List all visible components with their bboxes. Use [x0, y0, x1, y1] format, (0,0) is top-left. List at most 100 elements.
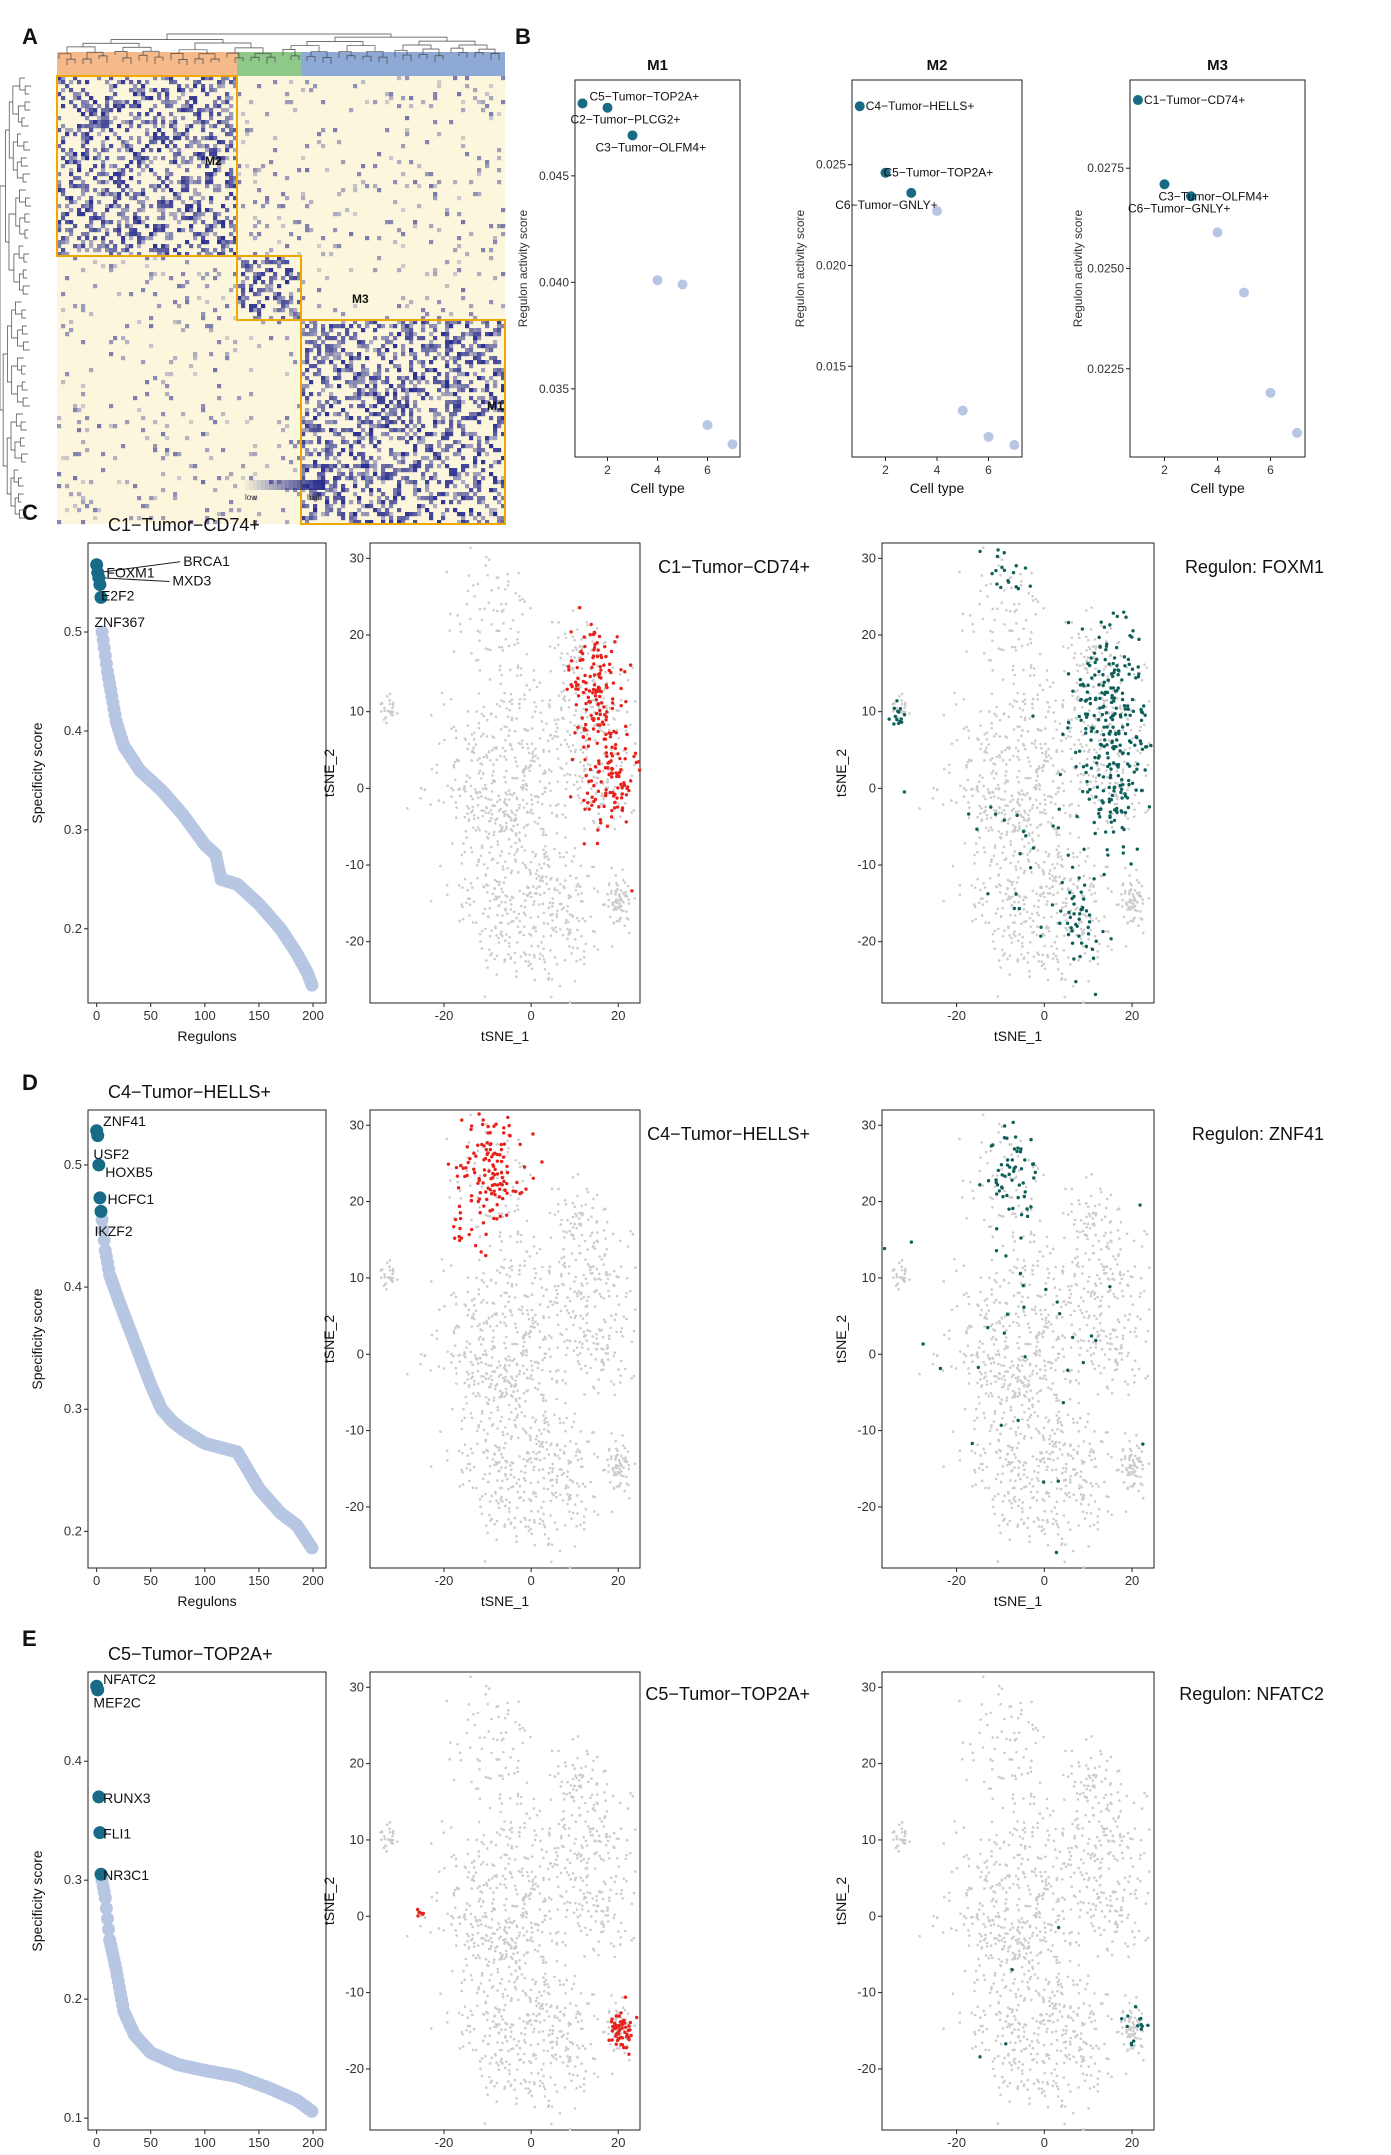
heatmap-cell	[209, 324, 214, 329]
background-cell	[435, 771, 439, 774]
heatmap-cell	[197, 296, 202, 301]
heatmap-cell	[89, 228, 94, 233]
heatmap-cell	[465, 384, 470, 389]
background-cell	[555, 832, 559, 835]
heatmap-cell	[421, 476, 426, 481]
heatmap-cell	[389, 400, 394, 405]
background-cell	[627, 898, 631, 901]
heatmap-cell	[493, 400, 498, 405]
heatmap-cell	[305, 376, 310, 381]
heatmap-cell	[421, 364, 426, 369]
heatmap-cell	[125, 480, 130, 485]
heatmap-cell	[445, 388, 450, 393]
heatmap-cell	[81, 212, 86, 217]
background-cell	[571, 915, 575, 918]
heatmap-cell	[365, 504, 370, 509]
heatmap-cell	[185, 204, 190, 209]
heatmap-cell	[417, 440, 422, 445]
cluster-cell	[591, 632, 596, 637]
heatmap-cell	[353, 336, 358, 341]
heatmap-cell	[141, 160, 146, 165]
background-cell	[595, 781, 598, 785]
heatmap-cell	[461, 108, 466, 113]
cluster-cell	[624, 699, 628, 704]
heatmap-cell	[181, 216, 186, 221]
background-cell	[615, 764, 619, 768]
background-cell	[453, 760, 457, 764]
heatmap-cell	[317, 368, 322, 373]
heatmap-cell	[413, 384, 418, 389]
heatmap-cell	[365, 356, 370, 361]
heatmap-cell	[433, 456, 438, 461]
heatmap-cell	[177, 136, 182, 141]
background-cell	[999, 573, 1002, 577]
heatmap-cell	[333, 244, 338, 249]
heatmap-cell	[397, 428, 402, 433]
heatmap-cell	[497, 324, 502, 329]
heatmap-cell	[277, 260, 282, 265]
background-cell	[471, 921, 475, 924]
background-cell	[505, 769, 508, 773]
heatmap-cell	[361, 372, 366, 377]
heatmap-cell	[409, 352, 414, 357]
heatmap-cell	[429, 512, 434, 517]
heatmap-cell	[117, 156, 122, 161]
heatmap-cell	[85, 104, 90, 109]
heatmap-cell	[81, 392, 86, 397]
background-cell	[458, 622, 462, 626]
heatmap-cell	[369, 436, 374, 441]
heatmap-cell	[413, 460, 418, 465]
heatmap-cell	[85, 148, 90, 153]
heatmap-cell	[381, 520, 386, 525]
heatmap-cell	[61, 456, 66, 461]
heatmap-cell	[473, 416, 478, 421]
background-cell	[465, 780, 468, 784]
background-cell	[534, 926, 537, 930]
background-cell	[495, 629, 498, 633]
heatmap-cell	[329, 488, 334, 493]
heatmap-cell	[473, 400, 478, 405]
heatmap-cell	[477, 512, 482, 517]
heatmap-cell	[481, 248, 486, 253]
background-cell	[494, 895, 498, 898]
background-cell	[1013, 699, 1016, 702]
background-cell	[452, 763, 456, 767]
heatmap-cell	[361, 504, 366, 509]
heatmap-cell	[353, 480, 358, 485]
background-cell	[515, 850, 519, 853]
heatmap-cell	[481, 500, 486, 505]
heatmap-cell	[229, 508, 234, 513]
heatmap-cell	[181, 104, 186, 109]
heatmap-cell	[321, 448, 326, 453]
x-axis-label: Cell type	[910, 480, 965, 496]
heatmap-cell	[233, 348, 238, 353]
heatmap-cell	[489, 112, 494, 117]
heatmap-cell	[81, 100, 86, 105]
cluster-cell	[623, 724, 628, 729]
heatmap-cell	[321, 404, 326, 409]
heatmap-cell	[137, 236, 142, 241]
heatmap-cell	[125, 192, 130, 197]
heatmap-cell	[405, 424, 410, 429]
heatmap-cell	[193, 212, 198, 217]
heatmap-cell	[373, 468, 378, 473]
heatmap-cell	[129, 136, 134, 141]
x-tick-label: 0	[93, 1573, 100, 1588]
heatmap-cell	[469, 348, 474, 353]
heatmap-cell	[389, 384, 394, 389]
cluster-cell	[581, 690, 586, 695]
heatmap-cell	[209, 200, 214, 205]
heatmap-cell	[449, 420, 454, 425]
heatmap-cell	[201, 480, 206, 485]
heatmap-cell	[445, 508, 450, 513]
heatmap-cell	[193, 96, 198, 101]
heatmap-cell	[81, 384, 86, 389]
point-label: C6−Tumor−GNLY+	[835, 198, 937, 212]
heatmap-cell	[305, 360, 310, 365]
heatmap-cell	[165, 224, 170, 229]
heatmap-cell	[81, 520, 86, 525]
heatmap-cell	[337, 496, 342, 501]
heatmap-cell	[369, 388, 374, 393]
heatmap-cell	[349, 520, 354, 525]
heatmap-cell	[89, 216, 94, 221]
